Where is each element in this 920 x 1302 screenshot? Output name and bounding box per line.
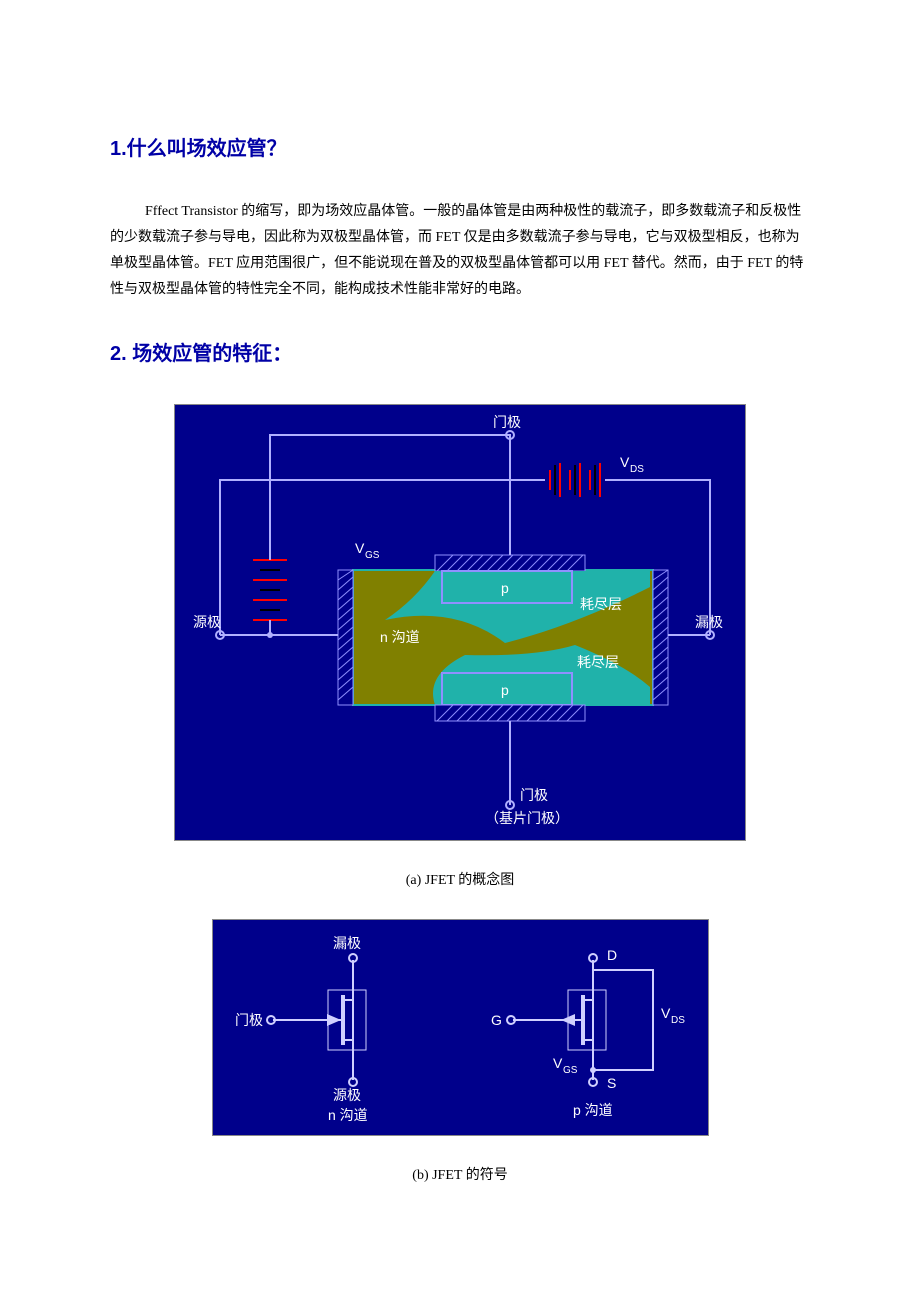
figure-a-wrap: V DS xyxy=(110,404,810,845)
gate-bot-label: 门极 xyxy=(520,787,548,803)
right-G: G xyxy=(491,1012,502,1028)
caption-b: (b) JFET 的符号 xyxy=(110,1164,810,1184)
svg-text:V: V xyxy=(620,454,630,470)
figure-b-wrap: 漏极 门极 源极 n 沟道 xyxy=(110,919,810,1140)
heading-2: 2. 场效应管的特征： xyxy=(110,337,810,366)
left-channel: n 沟道 xyxy=(328,1107,368,1123)
substrate-label: （基片门极） xyxy=(485,810,569,826)
depletion-bot: 耗尽层 xyxy=(577,654,619,670)
p-top: p xyxy=(501,580,509,596)
n-channel-label: n 沟道 xyxy=(380,629,420,645)
source-label: 源极 xyxy=(193,614,221,630)
gate-top-label: 门极 xyxy=(493,414,521,430)
vds-sub: DS xyxy=(630,464,644,475)
drain-label: 漏极 xyxy=(695,614,723,630)
depletion-top: 耗尽层 xyxy=(580,596,622,612)
right-channel: p 沟道 xyxy=(573,1102,613,1118)
vgs-sub: GS xyxy=(365,550,380,561)
right-D: D xyxy=(607,947,617,963)
document-page: 1.什么叫场效应管？ Fffect Transistor 的缩写，即为场效应晶体… xyxy=(0,0,920,1302)
right-S: S xyxy=(607,1075,616,1091)
p-bottom: p xyxy=(501,682,509,698)
vgs-label: V xyxy=(355,540,365,556)
right-vgs-sub: GS xyxy=(563,1065,578,1076)
left-source: 源极 xyxy=(333,1087,361,1103)
left-gate: 门极 xyxy=(235,1012,263,1028)
svg-text:V: V xyxy=(553,1055,563,1071)
jfet-concept-diagram: V DS xyxy=(174,404,746,841)
intro-paragraph: Fffect Transistor 的缩写，即为场效应晶体管。一般的晶体管是由两… xyxy=(110,199,810,303)
left-drain: 漏极 xyxy=(333,935,361,951)
caption-a: (a) JFET 的概念图 xyxy=(110,869,810,889)
jfet-symbol-diagram: 漏极 门极 源极 n 沟道 xyxy=(212,919,709,1136)
right-vds-sub: DS xyxy=(671,1015,685,1026)
svg-text:V: V xyxy=(661,1005,671,1021)
heading-1: 1.什么叫场效应管？ xyxy=(110,132,810,161)
